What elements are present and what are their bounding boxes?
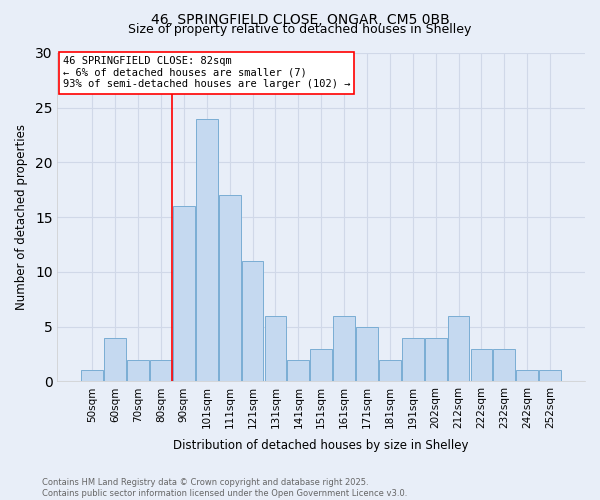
Bar (127, 360, 149, 382)
Bar (219, 196, 241, 382)
Bar (196, 118, 218, 382)
Bar (356, 326, 378, 382)
Text: 46 SPRINGFIELD CLOSE: 82sqm
← 6% of detached houses are smaller (7)
93% of semi-: 46 SPRINGFIELD CLOSE: 82sqm ← 6% of deta… (63, 56, 350, 90)
Bar (287, 360, 309, 382)
Bar (333, 316, 355, 382)
Bar (470, 348, 493, 382)
Bar (539, 370, 561, 382)
Bar (448, 316, 469, 382)
Bar (82, 370, 103, 382)
Text: Contains HM Land Registry data © Crown copyright and database right 2025.
Contai: Contains HM Land Registry data © Crown c… (42, 478, 407, 498)
X-axis label: Distribution of detached houses by size in Shelley: Distribution of detached houses by size … (173, 440, 469, 452)
Bar (310, 348, 332, 382)
Bar (379, 360, 401, 382)
Text: Size of property relative to detached houses in Shelley: Size of property relative to detached ho… (128, 22, 472, 36)
Bar (242, 261, 263, 382)
Bar (104, 338, 126, 382)
Bar (493, 348, 515, 382)
Text: 46, SPRINGFIELD CLOSE, ONGAR, CM5 0BB: 46, SPRINGFIELD CLOSE, ONGAR, CM5 0BB (151, 12, 449, 26)
Y-axis label: Number of detached properties: Number of detached properties (15, 124, 28, 310)
Bar (517, 370, 538, 382)
Bar (265, 316, 286, 382)
Bar (402, 338, 424, 382)
Bar (150, 360, 172, 382)
Bar (173, 206, 195, 382)
Bar (425, 338, 446, 382)
